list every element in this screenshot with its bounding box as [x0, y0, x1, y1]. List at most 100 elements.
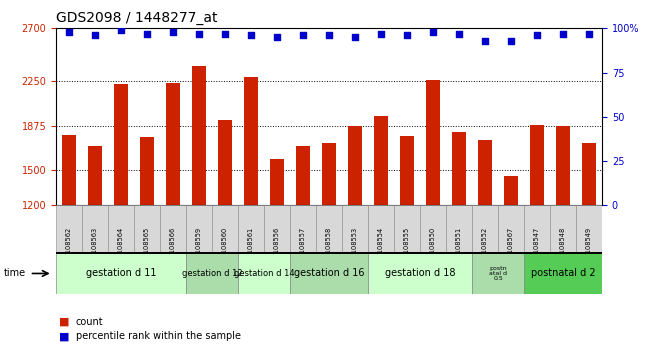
Bar — [576, 205, 602, 253]
Bar — [348, 126, 362, 205]
Text: GSM108553: GSM108553 — [352, 227, 358, 267]
Text: postn
atal d
0.5: postn atal d 0.5 — [489, 266, 507, 281]
Text: GSM108565: GSM108565 — [144, 227, 150, 267]
Bar — [238, 205, 264, 253]
Bar — [244, 77, 258, 205]
Point — [506, 38, 517, 44]
Text: ■: ■ — [59, 331, 70, 341]
Bar — [394, 205, 420, 253]
Bar — [452, 132, 466, 205]
Bar — [316, 205, 342, 253]
Bar — [56, 205, 82, 253]
Text: GSM108562: GSM108562 — [66, 227, 72, 267]
Point — [245, 33, 256, 38]
Bar — [290, 205, 316, 253]
Bar — [290, 253, 368, 294]
Text: GSM108564: GSM108564 — [118, 227, 124, 267]
Text: GDS2098 / 1448277_at: GDS2098 / 1448277_at — [56, 11, 217, 25]
Bar — [192, 66, 206, 205]
Text: percentile rank within the sample: percentile rank within the sample — [76, 331, 241, 341]
Text: ■: ■ — [59, 317, 70, 327]
Bar — [270, 159, 284, 205]
Point — [428, 29, 438, 35]
Bar — [472, 253, 524, 294]
Bar — [186, 205, 212, 253]
Text: GSM108557: GSM108557 — [300, 227, 306, 267]
Text: GSM108554: GSM108554 — [378, 227, 384, 267]
Bar — [530, 125, 544, 205]
Bar — [166, 82, 180, 205]
Bar — [160, 205, 186, 253]
Text: gestation d 16: gestation d 16 — [293, 268, 365, 279]
Point — [402, 33, 413, 38]
Bar — [426, 80, 440, 205]
Text: GSM108566: GSM108566 — [170, 227, 176, 267]
Text: GSM108550: GSM108550 — [430, 227, 436, 267]
Bar — [296, 146, 310, 205]
Bar — [82, 205, 108, 253]
Text: GSM108556: GSM108556 — [274, 227, 280, 267]
Point — [89, 33, 100, 38]
Bar — [342, 205, 368, 253]
Text: GSM108559: GSM108559 — [196, 227, 202, 267]
Bar — [524, 253, 602, 294]
Text: GSM108551: GSM108551 — [456, 227, 462, 267]
Bar — [368, 205, 394, 253]
Point — [376, 31, 386, 36]
Bar — [139, 137, 154, 205]
Point — [297, 33, 308, 38]
Point — [272, 34, 282, 40]
Bar — [556, 126, 570, 205]
Point — [168, 29, 178, 35]
Text: gestation d 14: gestation d 14 — [234, 269, 294, 278]
Point — [116, 27, 126, 33]
Text: GSM108558: GSM108558 — [326, 227, 332, 267]
Bar — [114, 84, 128, 205]
Bar — [420, 205, 446, 253]
Bar — [368, 253, 472, 294]
Bar — [374, 116, 388, 205]
Bar — [400, 136, 414, 205]
Bar — [212, 205, 238, 253]
Bar — [134, 205, 160, 253]
Bar — [238, 253, 290, 294]
Text: GSM108555: GSM108555 — [404, 227, 410, 267]
Point — [558, 31, 569, 36]
Bar — [504, 176, 519, 205]
Point — [64, 29, 74, 35]
Bar — [478, 141, 492, 205]
Bar — [186, 253, 238, 294]
Bar — [88, 146, 102, 205]
Text: GSM108561: GSM108561 — [248, 227, 254, 267]
Bar — [446, 205, 472, 253]
Text: postnatal d 2: postnatal d 2 — [531, 268, 595, 279]
Point — [350, 34, 361, 40]
Text: time: time — [3, 268, 26, 279]
Text: GSM108567: GSM108567 — [508, 227, 514, 267]
Bar — [524, 205, 550, 253]
Point — [454, 31, 465, 36]
Bar — [264, 205, 290, 253]
Point — [480, 38, 490, 44]
Point — [324, 33, 334, 38]
Bar — [322, 143, 336, 205]
Text: gestation d 18: gestation d 18 — [385, 268, 455, 279]
Point — [532, 33, 542, 38]
Bar — [498, 205, 524, 253]
Point — [141, 31, 152, 36]
Text: gestation d 11: gestation d 11 — [86, 268, 156, 279]
Text: GSM108552: GSM108552 — [482, 227, 488, 267]
Text: gestation d 12: gestation d 12 — [182, 269, 242, 278]
Point — [220, 31, 230, 36]
Text: count: count — [76, 317, 103, 327]
Text: GSM108549: GSM108549 — [586, 227, 592, 267]
Bar — [582, 143, 596, 205]
Bar — [550, 205, 576, 253]
Text: GSM108563: GSM108563 — [92, 227, 98, 267]
Bar — [472, 205, 498, 253]
Text: GSM108547: GSM108547 — [534, 227, 540, 267]
Bar — [218, 120, 232, 205]
Text: GSM108548: GSM108548 — [560, 227, 566, 267]
Bar — [108, 205, 134, 253]
Text: GSM108560: GSM108560 — [222, 227, 228, 267]
